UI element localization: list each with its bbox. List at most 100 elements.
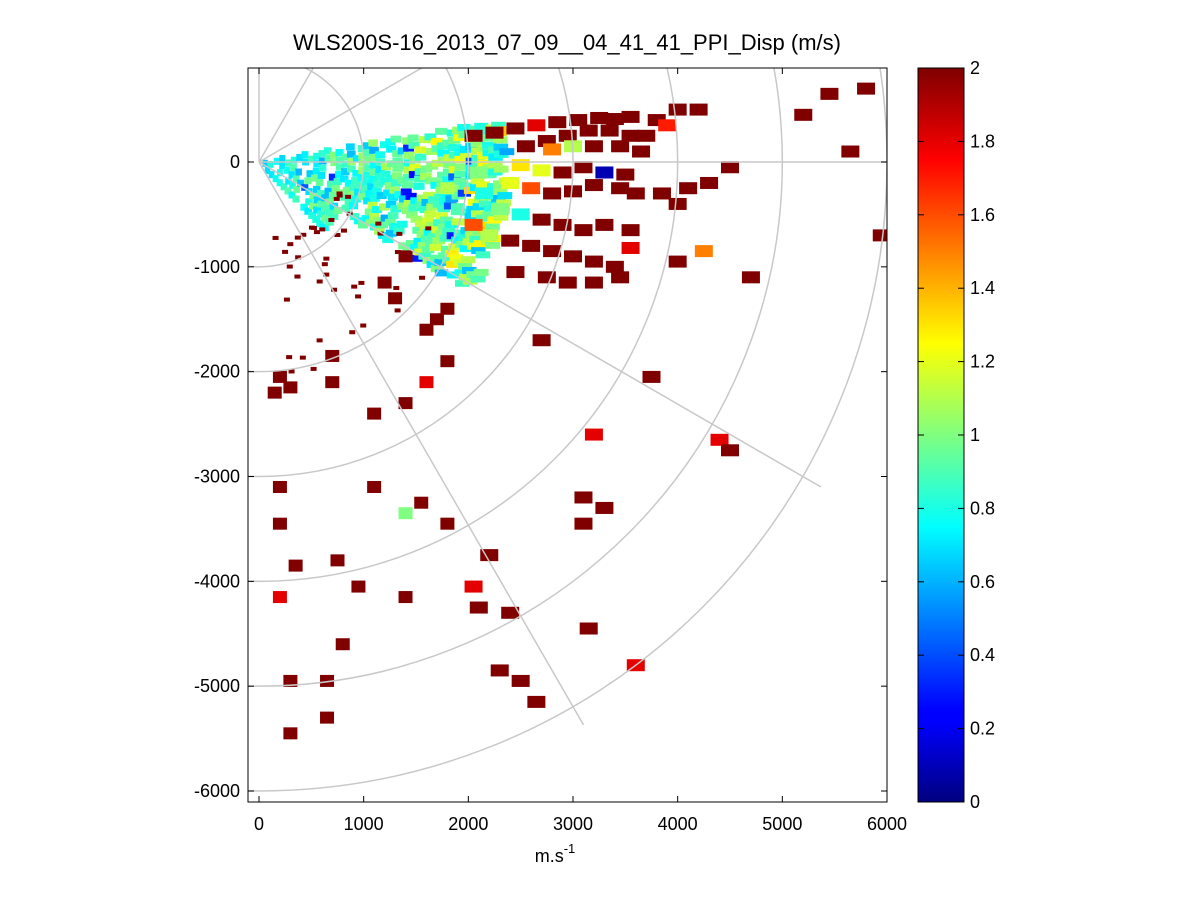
data-cell [511,674,530,687]
near-range-cell [401,206,413,214]
speckle-cell [295,255,302,260]
near-range-cell [430,226,444,234]
data-cell [475,187,494,200]
data-cell [283,381,298,394]
data-cell [398,397,413,410]
near-range-cell [369,223,381,231]
near-range-cell [335,156,345,164]
data-cell [694,245,713,258]
near-range-cell [474,122,489,130]
near-range-cell [446,260,460,268]
data-cell [668,255,687,268]
near-range-cell [455,240,470,248]
near-range-cell [417,241,431,249]
near-range-cell [392,150,403,158]
colorbar-tick-label: 1.8 [970,131,995,151]
near-range-cell [458,182,473,190]
speckle-cell [377,231,384,236]
data-cell [558,129,577,142]
near-range-cell [433,219,446,227]
near-range-cell [363,142,373,150]
near-range-cell [276,179,283,187]
data-cell [721,444,739,457]
near-range-cell [369,146,379,154]
data-cell [621,241,640,254]
data-cell [584,428,603,441]
near-range-cell [408,204,420,212]
near-range-cell [437,252,452,260]
data-cell [320,711,335,724]
near-range-cell [279,155,286,163]
data-cell [584,255,603,268]
speckle-cell [283,297,290,302]
near-range-cell [454,269,469,277]
near-range-cell [453,258,468,266]
speckle-cell [316,279,323,284]
speckle-cell [310,225,317,230]
data-cell [440,517,455,530]
near-range-cell [288,191,296,199]
near-range-cell [285,159,292,167]
data-cell [605,113,624,126]
near-range-cell [319,157,327,165]
near-range-cell [313,152,321,160]
colorbar-tick-label: 0.4 [970,645,995,665]
near-range-cell [429,243,443,251]
near-range-cell [434,258,448,266]
near-range-cell [414,175,426,183]
near-range-cell [352,155,362,163]
near-range-cell [414,168,427,176]
near-range-cell [469,235,484,243]
near-range-cell [386,160,398,168]
near-range-cell [478,200,494,208]
near-range-cell [499,148,515,156]
near-range-cell [421,217,435,225]
near-range-cell [304,177,312,185]
near-range-cell [457,262,473,270]
near-range-cell [321,194,330,202]
near-range-cell [454,163,468,171]
speckle-cell [288,369,295,374]
near-range-cell [367,183,377,191]
near-range-cell [384,182,395,190]
near-range-cell [349,184,359,192]
near-range-cell [312,167,321,175]
data-cell [429,313,444,326]
near-range-cell [402,246,415,254]
near-range-cell [279,162,286,170]
speckle-cell [316,338,323,343]
near-range-cell [373,216,384,224]
speckle-cell [310,366,317,371]
near-range-cell [323,147,332,155]
near-range-cell [390,205,402,213]
data-cell [553,218,572,231]
near-range-cell [317,171,326,179]
data-cell [527,695,546,708]
data-cell [553,166,572,179]
near-range-cell [421,198,434,206]
near-range-cell [461,256,476,264]
near-range-cell [340,193,350,201]
near-range-cell [440,245,455,253]
data-cell [267,386,282,399]
near-range-cell [307,155,315,163]
data-cell [506,266,525,279]
speckle-cell [313,230,320,235]
near-range-cell [346,150,356,158]
data-cell [272,517,287,530]
near-range-cell [325,218,334,226]
data-cell [621,110,640,123]
near-range-cell [482,212,497,220]
speckle-cell [419,275,426,280]
near-range-cell [312,215,321,223]
near-range-cell [399,195,411,203]
data-cell [501,234,520,247]
data-cell [569,114,588,127]
near-range-cell [471,210,485,218]
near-range-cell [407,134,419,142]
near-range-cell [423,191,435,199]
data-cell [330,554,345,567]
speckle-cell [319,227,326,232]
data-cell [283,674,298,687]
near-range-cell [414,146,426,154]
